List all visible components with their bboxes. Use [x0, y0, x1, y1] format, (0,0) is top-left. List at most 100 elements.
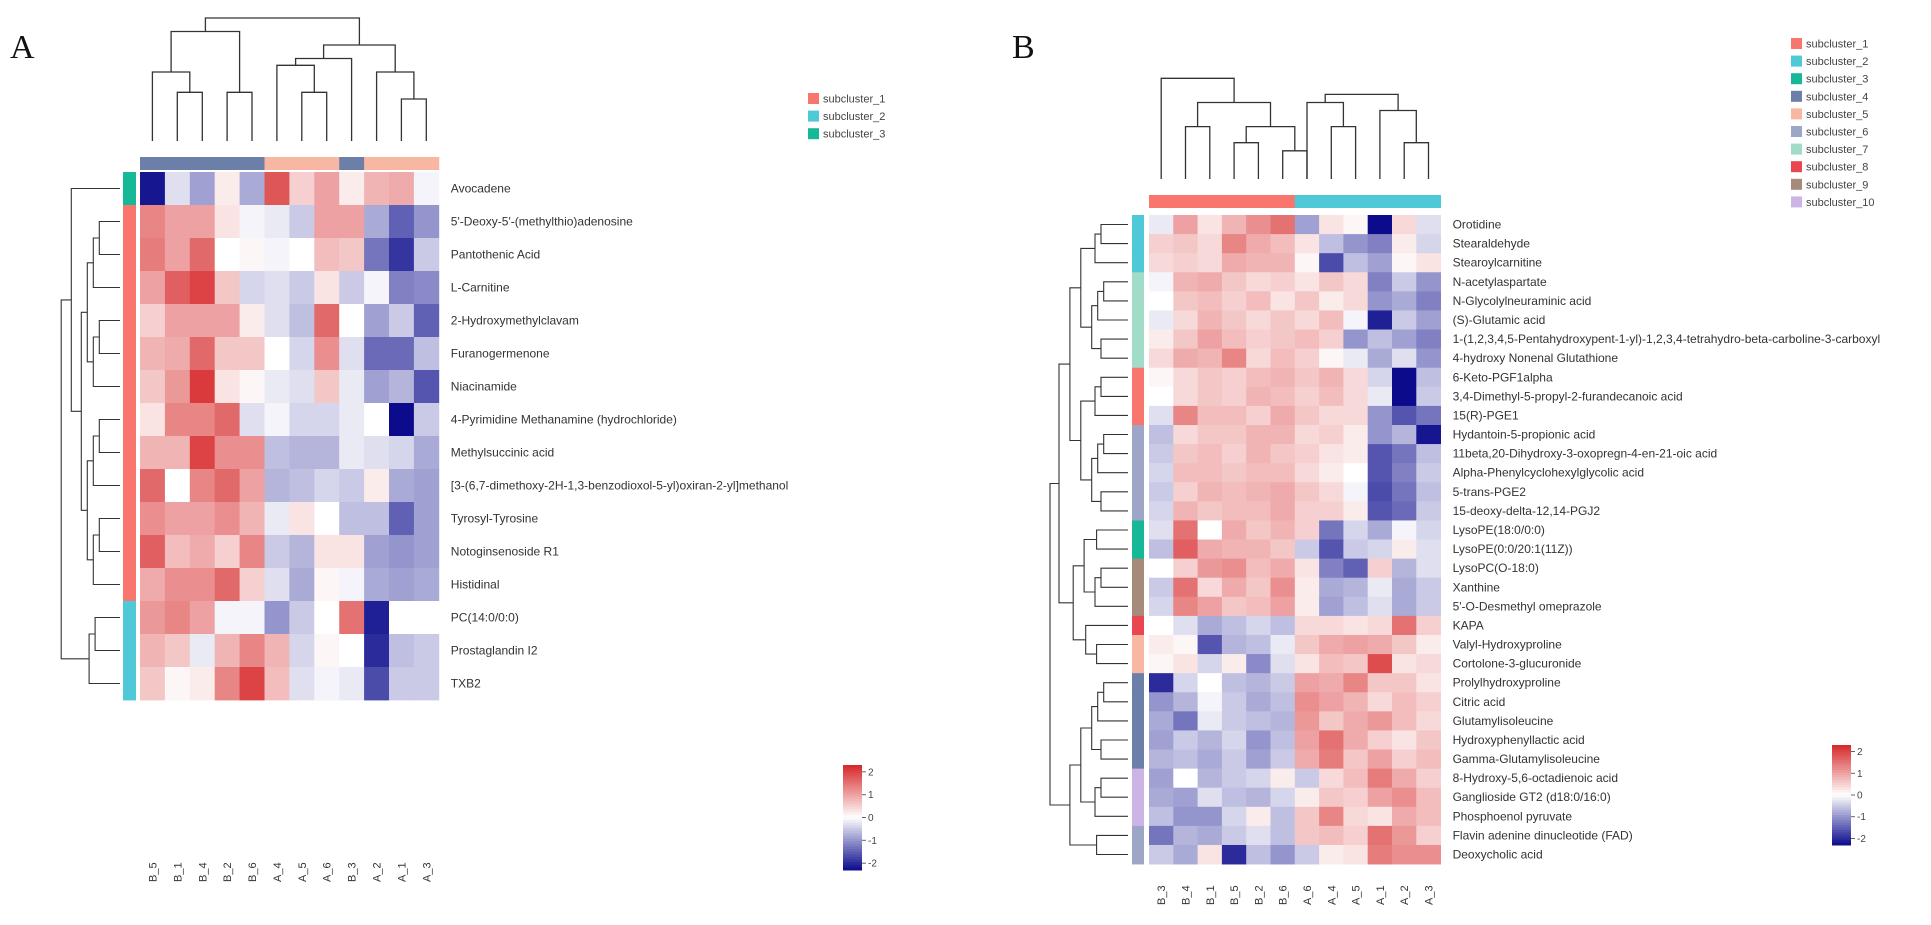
heatmap-cell: [1343, 272, 1369, 292]
heatmap-cell: [140, 304, 166, 338]
heatmap-cell: [1294, 215, 1320, 235]
heatmap-cell: [389, 172, 415, 206]
heatmap-cell: [1173, 501, 1198, 521]
dendrogram-branch: [88, 633, 120, 685]
heatmap-cell: [239, 601, 265, 635]
row-label: Hydantoin-5-propionic acid: [1453, 428, 1596, 442]
heatmap-cell: [1270, 291, 1296, 311]
heatmap-cell: [264, 172, 290, 206]
heatmap-cell: [1270, 367, 1296, 388]
column-label: A_1: [1375, 885, 1387, 905]
heatmap-cell: [1294, 615, 1320, 636]
heatmap-cell: [1294, 501, 1320, 521]
heatmap-cell: [1197, 405, 1223, 426]
heatmap-cell: [1221, 291, 1247, 311]
heatmap-cell: [1270, 768, 1296, 789]
heatmap-cell: [1294, 424, 1320, 445]
legend-label: subcluster_3: [823, 129, 885, 141]
heatmap-cell: [339, 667, 365, 701]
heatmap-cell: [1343, 253, 1369, 273]
heatmap-cell: [1149, 329, 1174, 350]
heatmap-cell: [1294, 482, 1320, 502]
heatmap-cell: [1392, 730, 1417, 750]
heatmap-cells: [140, 172, 440, 701]
heatmap-cell: [1149, 501, 1174, 521]
heatmap-cell: [364, 172, 390, 206]
heatmap-cell: [364, 667, 390, 701]
heatmap-cell: [1197, 424, 1223, 445]
heatmap-cell: [1221, 367, 1247, 388]
heatmap-cell: [1270, 634, 1296, 655]
heatmap-cell: [1173, 444, 1198, 464]
heatmap-cell: [1149, 348, 1174, 369]
color-scale-step: [843, 833, 862, 837]
heatmap-cell: [289, 469, 315, 503]
heatmap-cell: [1294, 768, 1320, 789]
heatmap-cell: [1197, 844, 1223, 865]
heatmap-cell: [164, 568, 191, 602]
heatmap-cell: [1149, 482, 1174, 502]
heatmap-cell: [1246, 348, 1271, 369]
heatmap-cell: [214, 403, 240, 437]
heatmap-cell: [264, 205, 290, 239]
heatmap-cell: [1416, 520, 1441, 540]
color-scale-tick-label: 0: [1857, 791, 1863, 802]
column-annotation-cell: [214, 157, 240, 170]
row-annotation-cell: [1132, 711, 1144, 731]
heatmap-cell: [1319, 329, 1344, 350]
heatmap-cell: [140, 502, 166, 536]
color-scale-step: [1832, 817, 1851, 821]
heatmap-cell: [389, 436, 415, 470]
heatmap-cell: [1221, 405, 1247, 426]
heatmap-cell: [1246, 215, 1271, 235]
row-label: 4-Pyrimidine Methanamine (hydrochloride): [451, 413, 677, 427]
row-label: N-Glycolylneuraminic acid: [1453, 294, 1592, 308]
row-annotation-cell: [1132, 749, 1144, 770]
row-annotation-cell: [1132, 577, 1144, 598]
dendrogram-branch: [204, 17, 361, 45]
heatmap-cell: [1416, 730, 1441, 750]
heatmap-cell: [1392, 272, 1417, 292]
heatmap-cell: [1416, 329, 1441, 350]
heatmap-cell: [140, 370, 166, 404]
row-annotation-cell: [1132, 787, 1144, 808]
heatmap-cell: [164, 403, 191, 437]
heatmap-cell: [1367, 215, 1393, 235]
column-annotation-cell: [1173, 195, 1198, 208]
heatmap-cell: [1343, 634, 1369, 655]
color-scale-step: [843, 804, 862, 808]
column-label: A_6: [1302, 885, 1314, 905]
column-label: B_3: [1156, 885, 1168, 905]
column-annotation-cell: [339, 157, 365, 170]
heatmap-cell: [1149, 253, 1174, 273]
heatmap-cell: [1149, 730, 1174, 750]
heatmap-cell: [1221, 787, 1247, 808]
color-scale-tick-label: 2: [1857, 747, 1863, 758]
heatmap-cell: [239, 205, 265, 239]
color-scale-step: [1832, 827, 1851, 831]
color-scale: 2 1 0 -1 -2: [843, 765, 877, 871]
color-scale-step: [843, 807, 862, 811]
column-label: B_4: [1181, 885, 1193, 905]
color-scale-step: [843, 854, 862, 858]
heatmap-cell: [1416, 787, 1441, 808]
heatmap-cell: [1319, 367, 1344, 388]
heatmap-cell: [1270, 234, 1296, 254]
color-scale-step: [843, 775, 862, 779]
heatmap-cell: [1270, 386, 1296, 407]
heatmap-cell: [1173, 367, 1198, 388]
heatmap-cell: [1221, 444, 1247, 464]
dendrogram-branch: [1184, 125, 1211, 179]
dendrogram-branch: [98, 319, 120, 355]
heatmap-cell: [1270, 444, 1296, 464]
column-label: A_6: [322, 862, 334, 882]
heatmap-cell: [1246, 825, 1271, 846]
heatmap-cell: [1270, 558, 1296, 579]
heatmap-cell: [339, 205, 365, 239]
heatmap-cell: [264, 436, 290, 470]
heatmap-cell: [1149, 596, 1174, 617]
heatmap-cell: [1416, 234, 1441, 254]
legend-label: subcluster_8: [1806, 162, 1868, 174]
color-scale-tick-label: 1: [868, 790, 874, 801]
heatmap-cell: [1367, 615, 1393, 636]
